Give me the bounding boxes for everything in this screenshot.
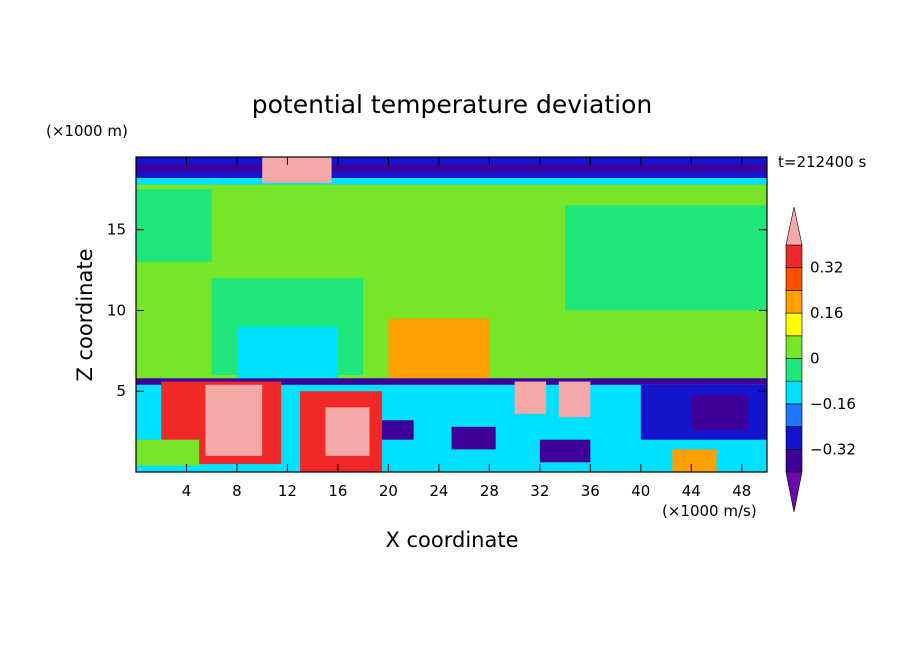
colorbar-tick-label: 0 bbox=[810, 350, 820, 368]
field-region-24 bbox=[672, 449, 717, 472]
colorbar-tick-label: 0.32 bbox=[810, 259, 843, 277]
x-tick-label: 8 bbox=[232, 482, 242, 500]
colorbar-band bbox=[785, 335, 803, 359]
field-region-4 bbox=[262, 157, 332, 183]
field-region-16 bbox=[325, 407, 370, 456]
field-region-25 bbox=[136, 439, 200, 466]
colorbar-tick-label: −0.32 bbox=[810, 440, 856, 458]
x-tick-label: 20 bbox=[379, 482, 398, 500]
field-region-8 bbox=[236, 326, 338, 379]
contour-field bbox=[136, 157, 767, 472]
x-axis-ticks: 4 8 12 16 20 24 28 32 36 40 44 48 bbox=[182, 157, 751, 500]
colorbar-band bbox=[785, 290, 803, 314]
field-region-23 bbox=[691, 394, 749, 430]
field-region-5 bbox=[565, 205, 767, 311]
x-axis-label: X coordinate bbox=[385, 528, 518, 552]
field-region-20 bbox=[558, 381, 591, 418]
field-region-19 bbox=[514, 381, 547, 414]
colorbar-band bbox=[785, 267, 803, 291]
field-region-14 bbox=[205, 384, 263, 456]
colorbar-band bbox=[785, 312, 803, 337]
y-axis-unit: (×1000 m) bbox=[46, 122, 128, 140]
field-region-12 bbox=[136, 378, 767, 385]
colorbar-extend-min bbox=[785, 471, 803, 513]
y-tick-label: 10 bbox=[107, 301, 126, 319]
y-tick-label: 5 bbox=[116, 382, 126, 400]
colorbar-band bbox=[785, 426, 803, 450]
field-region-18 bbox=[451, 426, 496, 450]
x-tick-label: 16 bbox=[328, 482, 347, 500]
y-axis-ticks: 5 10 15 bbox=[107, 221, 767, 400]
x-tick-label: 4 bbox=[182, 482, 192, 500]
x-tick-label: 28 bbox=[480, 482, 499, 500]
colorbar-extend-max bbox=[785, 206, 803, 246]
x-tick-label: 12 bbox=[278, 482, 297, 500]
chart-title: potential temperature deviation bbox=[252, 90, 652, 119]
colorbar: 0.32 0.16 0 −0.16 −0.32 bbox=[785, 206, 856, 513]
x-tick-label: 36 bbox=[581, 482, 600, 500]
field-region-6 bbox=[136, 189, 212, 262]
field-region-10 bbox=[401, 334, 465, 367]
colorbar-tick-label: −0.16 bbox=[810, 395, 856, 413]
plot-frame bbox=[135, 156, 768, 473]
x-tick-label: 40 bbox=[631, 482, 650, 500]
x-tick-label: 24 bbox=[429, 482, 448, 500]
x-axis-unit: (×1000 m/s) bbox=[662, 502, 757, 520]
field-region-2 bbox=[136, 165, 767, 172]
time-label: t=212400 s bbox=[778, 153, 866, 171]
field-region-17 bbox=[382, 420, 414, 440]
colorbar-band bbox=[785, 244, 803, 269]
x-tick-label: 32 bbox=[530, 482, 549, 500]
x-tick-label: 44 bbox=[682, 482, 701, 500]
colorbar-tick-label: 0.16 bbox=[810, 304, 843, 322]
y-axis-label: Z coordinate bbox=[73, 248, 97, 381]
field-region-3 bbox=[136, 178, 767, 185]
x-tick-label: 48 bbox=[732, 482, 751, 500]
colorbar-band bbox=[785, 358, 803, 382]
colorbar-band bbox=[785, 380, 803, 405]
colorbar-band bbox=[785, 448, 803, 473]
y-tick-label: 15 bbox=[107, 221, 126, 239]
colorbar-band bbox=[785, 403, 803, 427]
field-region-21 bbox=[539, 439, 591, 463]
